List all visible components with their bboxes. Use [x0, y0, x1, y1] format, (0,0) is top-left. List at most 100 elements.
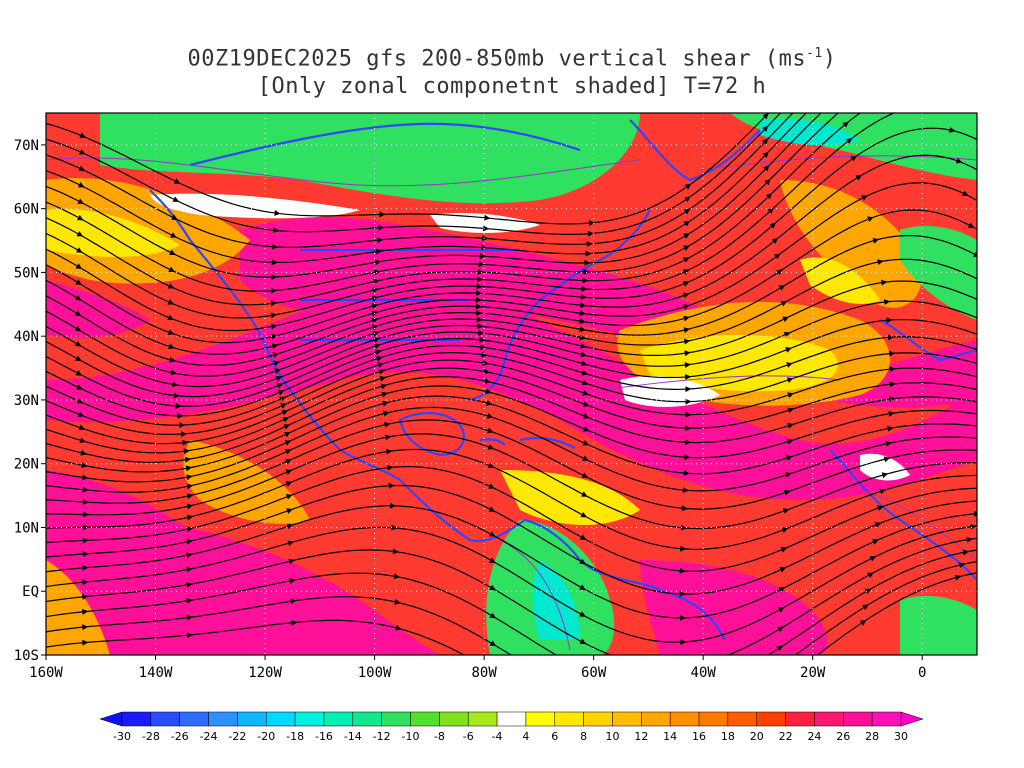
streamline — [582, 614, 687, 646]
colorbar-label: -18 — [286, 730, 304, 743]
streamline — [787, 299, 891, 335]
streamline — [171, 343, 279, 355]
streamline — [888, 436, 977, 444]
streamline — [790, 350, 896, 380]
title-superscript: -1 — [806, 46, 823, 61]
streamline — [583, 562, 686, 597]
streamline — [971, 225, 977, 230]
colorbar-swatch — [756, 711, 786, 727]
streamline — [290, 502, 397, 527]
streamline — [878, 500, 977, 525]
colorbar-swatch — [785, 711, 815, 727]
colorbar-swatch — [410, 711, 440, 727]
colorbar-swatch — [150, 711, 180, 727]
streamline — [376, 268, 484, 282]
streamline — [779, 216, 874, 272]
streamline — [876, 234, 977, 258]
streamline — [383, 367, 490, 379]
streamline — [481, 263, 590, 275]
streamline — [480, 325, 587, 349]
streamline — [382, 213, 491, 221]
colorbar-swatch — [669, 711, 700, 727]
streamline — [85, 581, 193, 598]
streamline — [281, 349, 382, 392]
chart-title-line2: [Only zonal componetnt shaded] T=72 h — [257, 74, 767, 99]
streamline — [492, 588, 587, 644]
streamline — [780, 572, 874, 629]
streamline — [488, 391, 590, 432]
streamline — [384, 376, 491, 387]
streamline — [274, 295, 379, 327]
streamline — [844, 61, 936, 108]
streamline — [81, 185, 177, 238]
streamline — [80, 218, 175, 272]
streamline — [784, 259, 884, 303]
streamline — [375, 290, 482, 307]
streamline — [391, 484, 496, 512]
streamline — [785, 488, 886, 530]
streamline — [582, 327, 691, 336]
streamline — [173, 235, 278, 266]
streamline — [773, 155, 857, 226]
streamline — [378, 336, 486, 353]
colorbar-label: 26 — [836, 730, 850, 743]
lon-tick-label: 40W — [691, 665, 717, 681]
colorbar-label: -20 — [257, 730, 275, 743]
streamline — [189, 523, 294, 556]
streamline — [889, 318, 977, 335]
streamline — [933, 16, 978, 18]
streamline — [176, 375, 283, 398]
streamline — [976, 512, 977, 514]
streamline — [868, 549, 969, 591]
streamline — [78, 313, 176, 363]
streamline — [685, 472, 792, 492]
colorbar-label: -14 — [344, 730, 362, 743]
colorbar-swatch — [294, 711, 325, 727]
streamline — [864, 182, 969, 198]
streamline — [484, 237, 593, 247]
streamline — [187, 424, 291, 460]
streamline — [481, 332, 587, 358]
streamline — [171, 302, 277, 319]
streamline — [786, 472, 889, 511]
title-suffix: ) — [822, 46, 837, 72]
streamline — [788, 317, 893, 350]
streamline — [775, 174, 863, 241]
streamline — [487, 217, 595, 227]
lat-tick-label: 70N — [14, 138, 39, 154]
streamline — [842, 7, 934, 55]
streamline — [46, 201, 84, 221]
streamline — [78, 329, 177, 376]
streamline — [396, 576, 497, 619]
streamline — [688, 392, 794, 416]
streamline — [46, 471, 89, 481]
streamline — [380, 235, 488, 242]
streamline — [46, 414, 86, 431]
streamline — [491, 465, 588, 518]
streamline — [85, 632, 194, 644]
streamline — [952, 129, 977, 141]
streamline — [880, 258, 977, 280]
streamline — [687, 438, 794, 459]
streamline — [682, 547, 788, 572]
streamline — [486, 228, 594, 237]
lon-tick-label: 120W — [248, 665, 282, 681]
colorbar-label: -4 — [492, 730, 503, 743]
streamline — [178, 382, 284, 407]
streamline — [273, 287, 379, 316]
streamline — [765, 113, 782, 129]
streamline — [487, 381, 590, 419]
streamline — [85, 538, 193, 555]
streamline — [591, 183, 692, 224]
streamline — [769, 121, 849, 196]
streamline — [46, 624, 89, 633]
streamline — [682, 567, 787, 595]
streamline — [287, 383, 388, 427]
streamline — [46, 154, 86, 171]
streamline — [378, 253, 486, 263]
streamline — [398, 627, 466, 655]
colorbar-swatch — [352, 711, 382, 727]
streamline — [859, 154, 963, 178]
streamline — [46, 355, 83, 376]
colorbar-label: -24 — [200, 730, 218, 743]
